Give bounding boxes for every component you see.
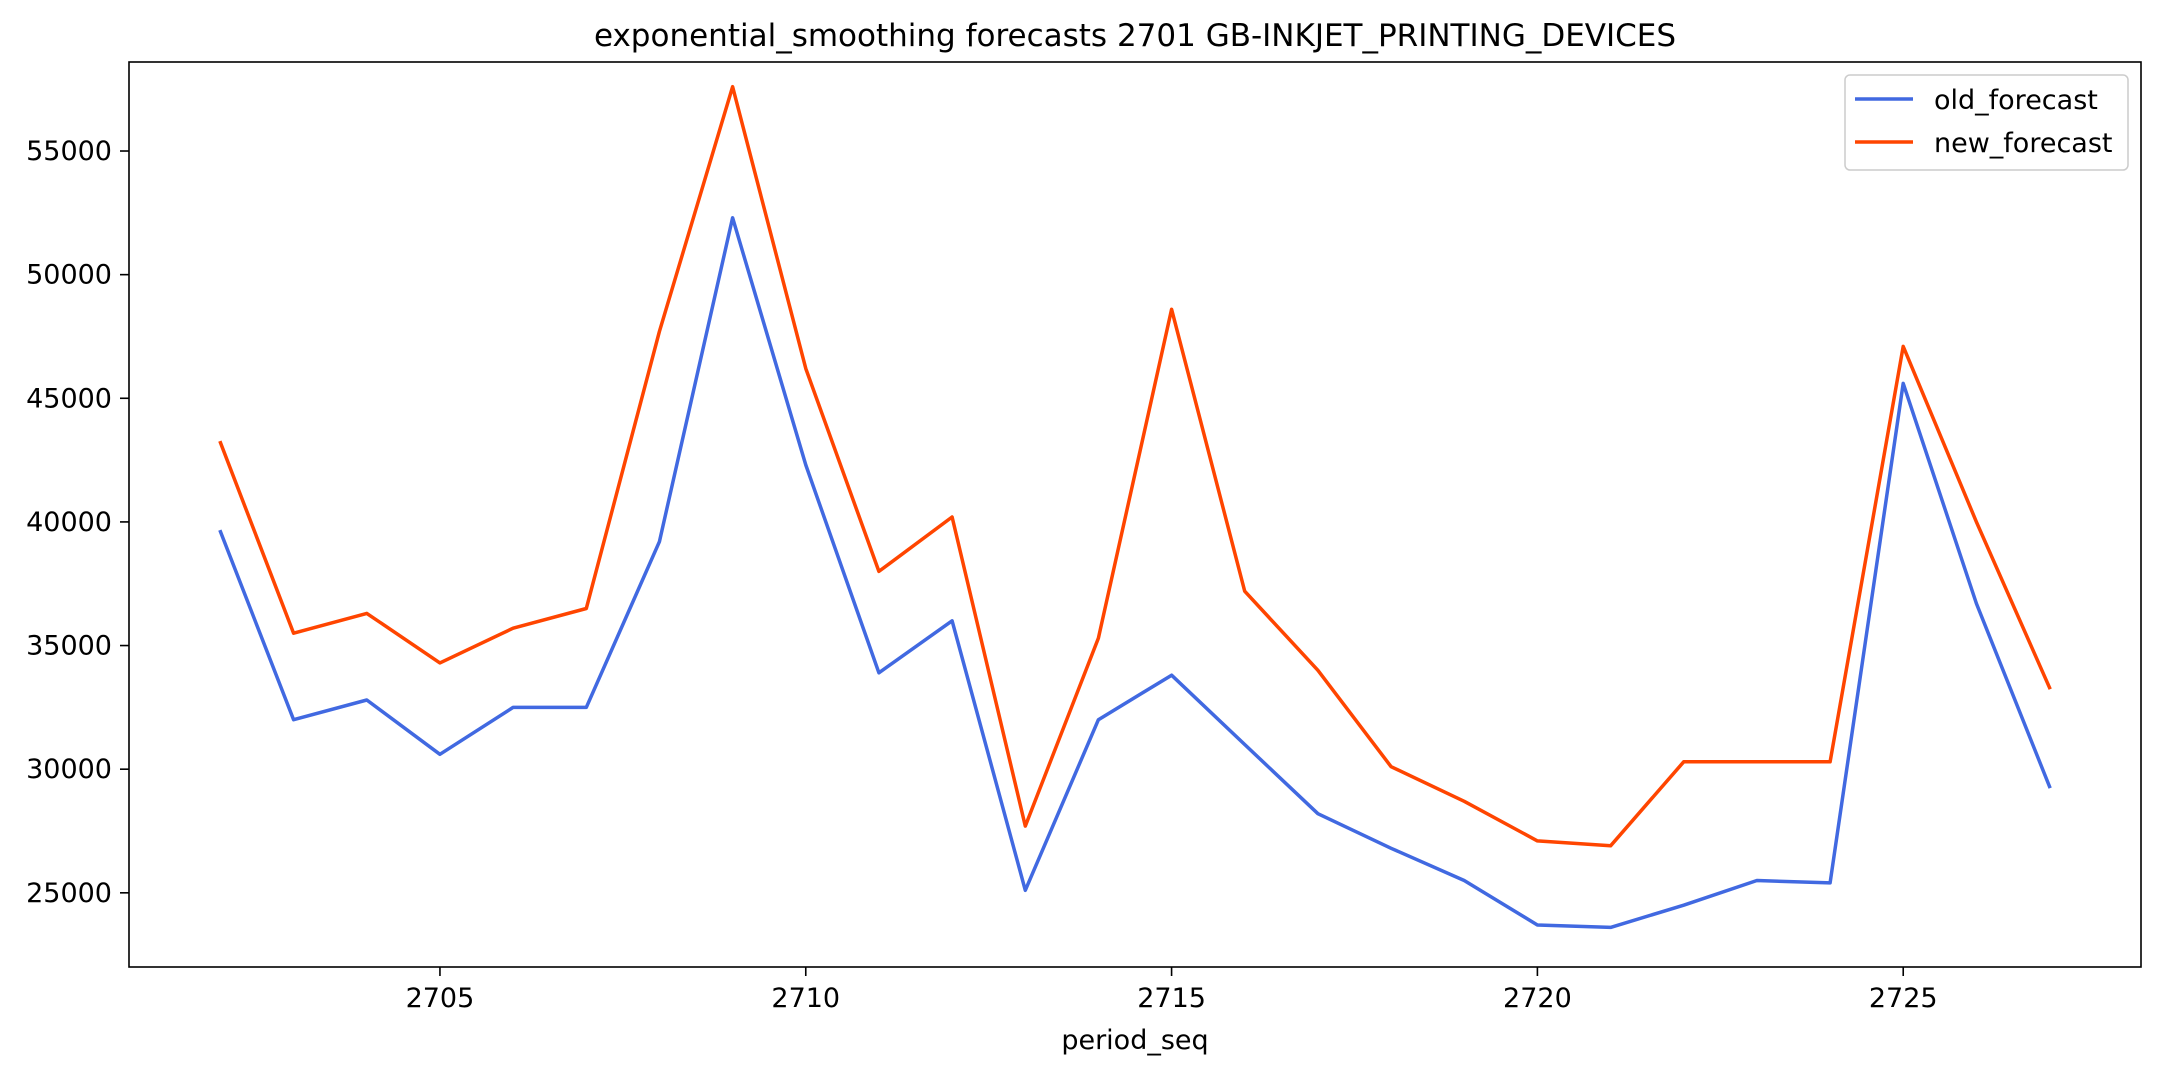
plot-frame [128, 61, 2142, 968]
y-axis: 25000 30000 35000 40000 45000 50000 55000 [26, 136, 129, 909]
x-axis: 2705 2710 2715 2720 2725 [406, 967, 1938, 1014]
y-tick-label: 40000 [26, 507, 112, 538]
x-tick-label: 2725 [1869, 983, 1938, 1014]
legend-label-old-forecast: old_forecast [1934, 85, 2098, 116]
y-tick-label: 55000 [26, 136, 112, 167]
y-tick-label: 25000 [26, 878, 112, 909]
legend-label-new-forecast: new_forecast [1934, 128, 2113, 159]
series-line-new-forecast [218, 84, 2052, 848]
x-tick-label: 2705 [406, 983, 475, 1014]
legend: old_forecast new_forecast [1844, 74, 2129, 171]
x-tick-label: 2710 [771, 983, 840, 1014]
x-tick-label: 2720 [1503, 983, 1572, 1014]
y-tick-label: 30000 [26, 754, 112, 785]
y-tick-label: 45000 [26, 383, 112, 414]
x-axis-label: period_seq [1061, 1025, 1208, 1056]
x-tick-label: 2715 [1137, 983, 1206, 1014]
legend-box [1844, 74, 2129, 171]
chart-title: exponential_smoothing forecasts 2701 GB-… [594, 18, 1676, 54]
y-tick-label: 50000 [26, 260, 112, 291]
y-tick-label: 35000 [26, 631, 112, 662]
series-line-old-forecast [218, 216, 2052, 930]
series-layer [218, 84, 2052, 930]
